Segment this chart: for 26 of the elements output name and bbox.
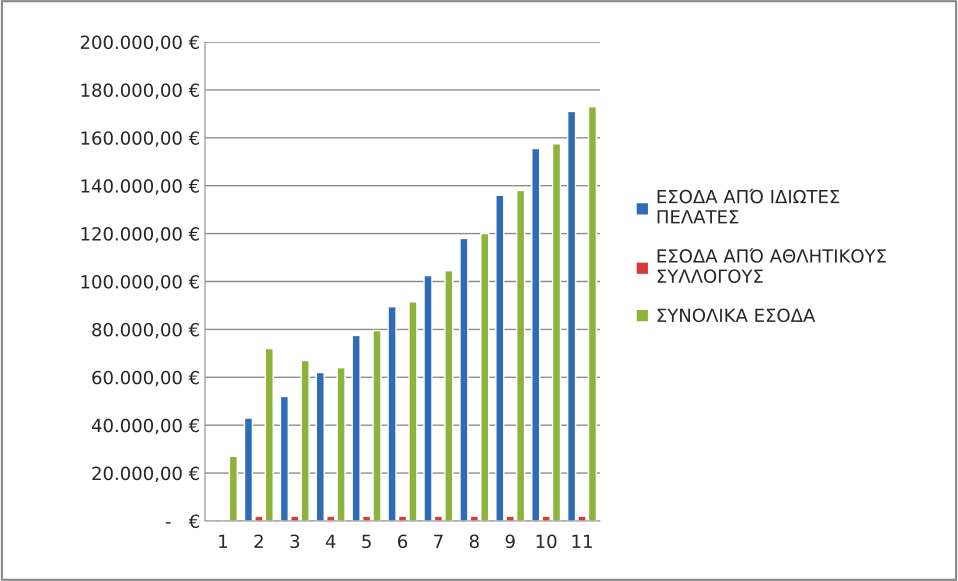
- x-tick-label: 10: [536, 534, 556, 548]
- legend-label: ΕΣΟΔΑ ΑΠΌ ΑΘΛΗΤΙΚΟΥΣ ΣΥΛΛΟΓΟΥΣ: [658, 248, 886, 284]
- y-tick-label: 200.000,00 €: [80, 35, 199, 51]
- y-tick-label: 40.000,00 €: [92, 418, 199, 434]
- y-tick-label: 120.000,00 €: [82, 227, 199, 243]
- y-tick-label: 100.000,00 €: [82, 274, 199, 290]
- y-tick-label: 180.000,00 €: [82, 83, 199, 99]
- x-tick-label: 3: [290, 534, 300, 548]
- x-tick-label: 4: [326, 534, 336, 548]
- legend-label: ΣΥΝΟΛΙΚΑ ΕΣΟΔΑ: [658, 308, 816, 322]
- bar: [228, 456, 238, 521]
- x-tick-label: 6: [398, 534, 408, 548]
- y-tick-label: 160.000,00 €: [82, 131, 199, 147]
- x-tick-label: 2: [254, 534, 263, 548]
- x-tick-label: 11: [572, 534, 592, 548]
- y-tick-label: - €: [166, 514, 199, 528]
- y-tick-label: 20.000,00 €: [92, 466, 199, 482]
- y-tick-label: 80.000,00 €: [92, 322, 199, 338]
- legend-label: ΕΣΟΔΑ ΑΠΌ ΙΔΙΩΤΕΣ ΠΕΛΑΤΕΣ: [658, 188, 840, 224]
- x-tick-label: 7: [434, 534, 443, 548]
- x-tick-label: 5: [362, 534, 371, 548]
- x-tick-label: 1: [219, 534, 228, 548]
- y-tick-label: 60.000,00 €: [92, 370, 199, 386]
- x-tick-label: 9: [506, 534, 515, 548]
- x-tick-label: 8: [470, 534, 479, 548]
- y-tick-label: 140.000,00 €: [82, 179, 199, 195]
